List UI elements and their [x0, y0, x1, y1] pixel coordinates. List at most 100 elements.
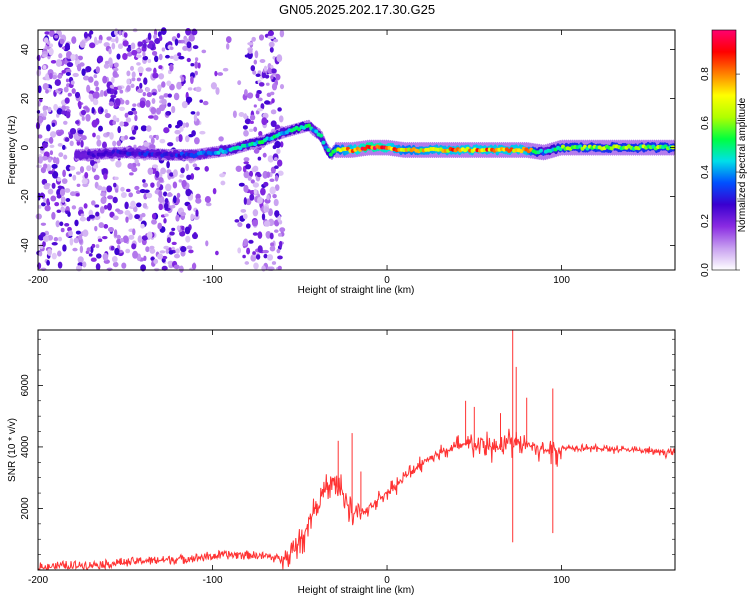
spectrogram-noise-cell: [274, 184, 280, 191]
spectrogram-noise-cell: [49, 144, 55, 149]
spectrogram-noise-cell: [154, 37, 161, 45]
spectrogram-noise-cell: [249, 193, 255, 201]
spectrogram-noise-cell: [97, 185, 103, 191]
spectrogram-noise-cell: [170, 204, 176, 209]
spectrogram-noise-cell: [130, 42, 136, 50]
spectrogram-noise-cell: [175, 124, 180, 129]
spectrogram-noise-cell: [35, 213, 42, 220]
snr-y-tick-label: 4000: [20, 435, 31, 458]
spectrogram-noise-cell: [103, 205, 108, 210]
spectrogram-noise-cell: [140, 125, 147, 132]
spectrogram-noise-cell: [95, 66, 100, 74]
spectrogram-noise-cell: [126, 70, 131, 77]
spectrogram-noise-cell: [255, 73, 261, 78]
spectrogram-noise-cell: [118, 29, 122, 36]
spectrogram-noise-cell: [146, 92, 153, 98]
spectrogram-x-tick-label: -200: [28, 275, 48, 286]
spectrogram-noise-cell: [243, 161, 249, 165]
spectrogram-noise-cell: [88, 90, 95, 95]
spectrogram-noise-cell: [113, 62, 119, 68]
spectrogram-noise-cell: [40, 222, 47, 226]
spectrogram-noise-cell: [122, 121, 129, 127]
colorbar-tick-label: 0.6: [700, 116, 711, 130]
spectrogram-noise-cell: [57, 236, 63, 242]
spectrogram-noise-cell: [243, 170, 250, 179]
spectrogram-noise-cell: [130, 200, 136, 208]
spectrogram-noise-cell: [220, 180, 226, 186]
spectrogram-noise-cell: [270, 109, 277, 115]
spectrogram-noise-cell: [119, 237, 124, 243]
spectrogram-noise-cell: [84, 171, 89, 179]
spectrogram-noise-cell: [247, 48, 253, 54]
spectrogram-noise-cell: [249, 120, 254, 125]
spectrogram-noise-cell: [252, 209, 259, 217]
spectrogram-noise-cell: [273, 38, 279, 43]
spectrogram-noise-cell: [124, 135, 129, 140]
spectrogram-noise-cell: [199, 99, 204, 103]
spectrogram-noise-cell: [267, 155, 274, 163]
spectrogram-noise-cell: [256, 173, 262, 178]
snr-x-ticks: -200 -100 0 100: [28, 330, 570, 586]
spectrogram-noise-cell: [167, 93, 172, 98]
spectrogram-noise-cell: [139, 82, 143, 89]
spectrogram-noise-cell: [108, 57, 113, 66]
spectrogram-noise-cell: [79, 40, 86, 48]
spectrogram-noise-cell: [194, 61, 199, 69]
spectrogram-x-ticks: -200 -100 0 100: [28, 30, 570, 286]
spectrogram-noise-cell: [250, 65, 256, 72]
spectrogram-noise-cell: [117, 126, 121, 134]
spectrogram-noise-cell: [46, 259, 50, 266]
spectrogram-noise-cell: [279, 29, 285, 38]
figure-title: GN05.2025.202.17.30.G25: [279, 2, 435, 17]
spectrogram-noise-cell: [42, 82, 49, 91]
spectrogram-noise-cell: [161, 81, 166, 88]
spectrogram-noise-cell: [253, 188, 257, 195]
spectrogram-noise-cell: [53, 103, 58, 111]
spectrogram-noise-cell: [166, 80, 172, 87]
spectrogram-noise-cell: [180, 167, 185, 174]
spectrogram-noise-cell: [175, 136, 179, 142]
spectrogram-noise-cell: [64, 97, 70, 104]
spectrogram-noise-cell: [134, 185, 140, 191]
spectrogram-noise-cell: [279, 240, 283, 249]
spectrogram-noise-cell: [145, 67, 152, 72]
spectrogram-noise-cell: [36, 69, 42, 77]
spectrogram-noise-cell: [78, 234, 83, 240]
spectrogram-noise-cell: [74, 54, 79, 61]
spectrogram-noise-cell: [147, 32, 152, 41]
spectrogram-noise-cell: [274, 140, 281, 149]
spectrogram-noise-cell: [176, 192, 181, 199]
snr-y-label: SNR (10 * v/v): [7, 418, 18, 482]
spectrogram-noise-cell: [100, 89, 104, 97]
spectrogram-noise-cell: [36, 164, 43, 168]
spectrogram-noise-cell: [175, 248, 180, 254]
snr-y-ticks: 2000 4000 6000: [20, 338, 675, 555]
spectrogram-noise-cell: [279, 141, 284, 148]
snr-x-tick-label: 100: [553, 575, 570, 586]
spectrogram-noise-cell: [140, 223, 145, 229]
spectrogram-noise-cell: [37, 134, 43, 139]
spectrogram-noise-cell: [265, 82, 270, 86]
colorbar-label: Normalized spectral amplitude: [737, 97, 748, 232]
spectrogram-noise-cell: [120, 186, 125, 192]
spectrogram-noise-cell: [51, 211, 56, 220]
spectrogram-noise-cell: [104, 109, 108, 114]
spectrogram-noise-cell: [175, 214, 180, 222]
snr-frame: [37, 329, 676, 571]
spectrogram-noise-cell: [185, 163, 189, 172]
spectrogram-noise-cell: [171, 241, 177, 246]
spectrogram-noise-cell: [212, 187, 217, 195]
spectrogram-noise-cell: [67, 92, 72, 97]
spectrogram-noise-cell: [185, 27, 192, 36]
spectrogram-noise-cell: [134, 114, 138, 122]
spectrogram-noise-cell: [46, 198, 50, 207]
snr-y-tick-label: 6000: [20, 374, 31, 397]
spectrogram-noise-cell: [81, 68, 86, 76]
spectrogram-noise-cell: [260, 103, 265, 110]
spectrogram-noise-cell: [41, 54, 48, 58]
spectrogram-noise-cell: [110, 245, 115, 251]
spectrogram-noise-cell: [49, 150, 54, 156]
spectrogram-noise-cell: [56, 194, 62, 199]
spectrogram-noise-cell: [80, 135, 87, 141]
spectrogram-noise-cell: [261, 265, 266, 272]
